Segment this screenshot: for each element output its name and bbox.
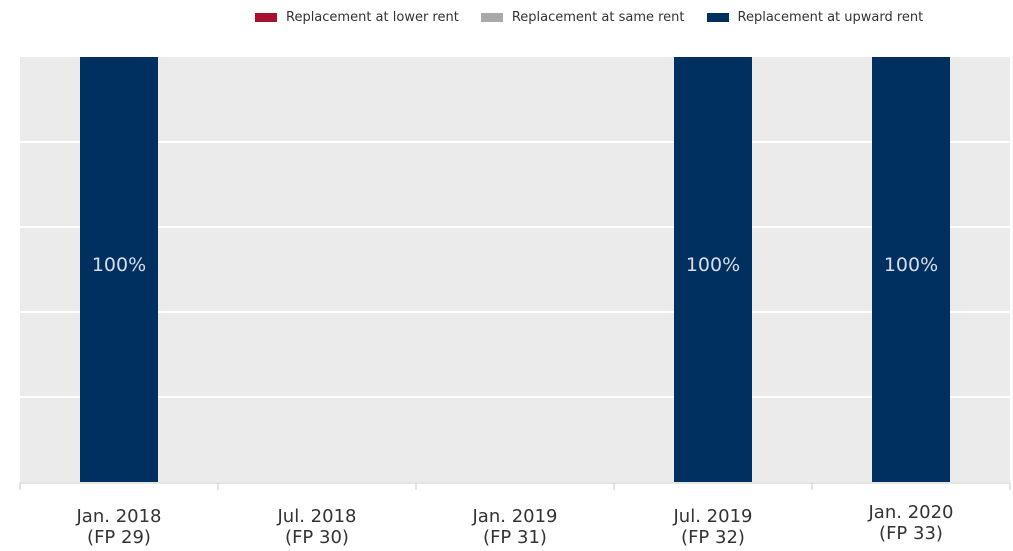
data-label-4: 100% bbox=[686, 254, 740, 276]
x-tick-label-1-line-1: Jan. 2018 bbox=[76, 506, 162, 527]
bars bbox=[80, 57, 950, 482]
x-axis bbox=[19, 482, 1011, 490]
legend-item-same-rent: Replacement at same rent bbox=[480, 10, 685, 25]
legend-swatch-upward-rent bbox=[706, 13, 729, 22]
x-tick-label-1-line-2: (FP 29) bbox=[87, 527, 151, 548]
legend-item-lower-rent: Replacement at lower rent bbox=[255, 10, 459, 25]
x-tick-label-5-line-2: (FP 33) bbox=[879, 523, 943, 544]
x-tick-labels: Jan. 2018(FP 29) Jul. 2018(FP 30) Jan. 201… bbox=[76, 502, 954, 548]
legend-label-upward-rent: Replacement at upward rent bbox=[737, 10, 924, 25]
legend-item-upward-rent: Replacement at upward rent bbox=[706, 10, 924, 25]
x-tick-label-3-line-1: Jan. 2019 bbox=[472, 506, 558, 527]
data-label-1: 100% bbox=[92, 254, 146, 276]
legend-swatch-same-rent bbox=[480, 13, 503, 22]
bar-5-series-3 bbox=[872, 57, 950, 482]
x-tick-label-5-line-1: Jan. 2020 bbox=[868, 502, 954, 523]
bar-1-series-3 bbox=[80, 57, 158, 482]
data-labels: 100% 100% 100% bbox=[92, 254, 938, 276]
grid-lines bbox=[20, 141, 1010, 398]
x-tick-label-4-line-2: (FP 32) bbox=[681, 527, 745, 548]
bar-4-series-3 bbox=[674, 57, 752, 482]
chart-legend: Replacement at lower rent Replacement at… bbox=[255, 10, 923, 25]
legend-label-lower-rent: Replacement at lower rent bbox=[286, 10, 459, 25]
x-tick-label-4-line-1: Jul. 2019 bbox=[673, 506, 753, 527]
legend-swatch-lower-rent bbox=[255, 13, 277, 22]
plot-area bbox=[20, 57, 1010, 482]
data-label-5: 100% bbox=[884, 254, 938, 276]
x-tick-label-2-line-2: (FP 30) bbox=[285, 527, 349, 548]
x-tick-label-3-line-2: (FP 31) bbox=[483, 527, 547, 548]
x-tick-label-2-line-1: Jul. 2018 bbox=[277, 506, 357, 527]
legend-label-same-rent: Replacement at same rent bbox=[511, 10, 685, 25]
